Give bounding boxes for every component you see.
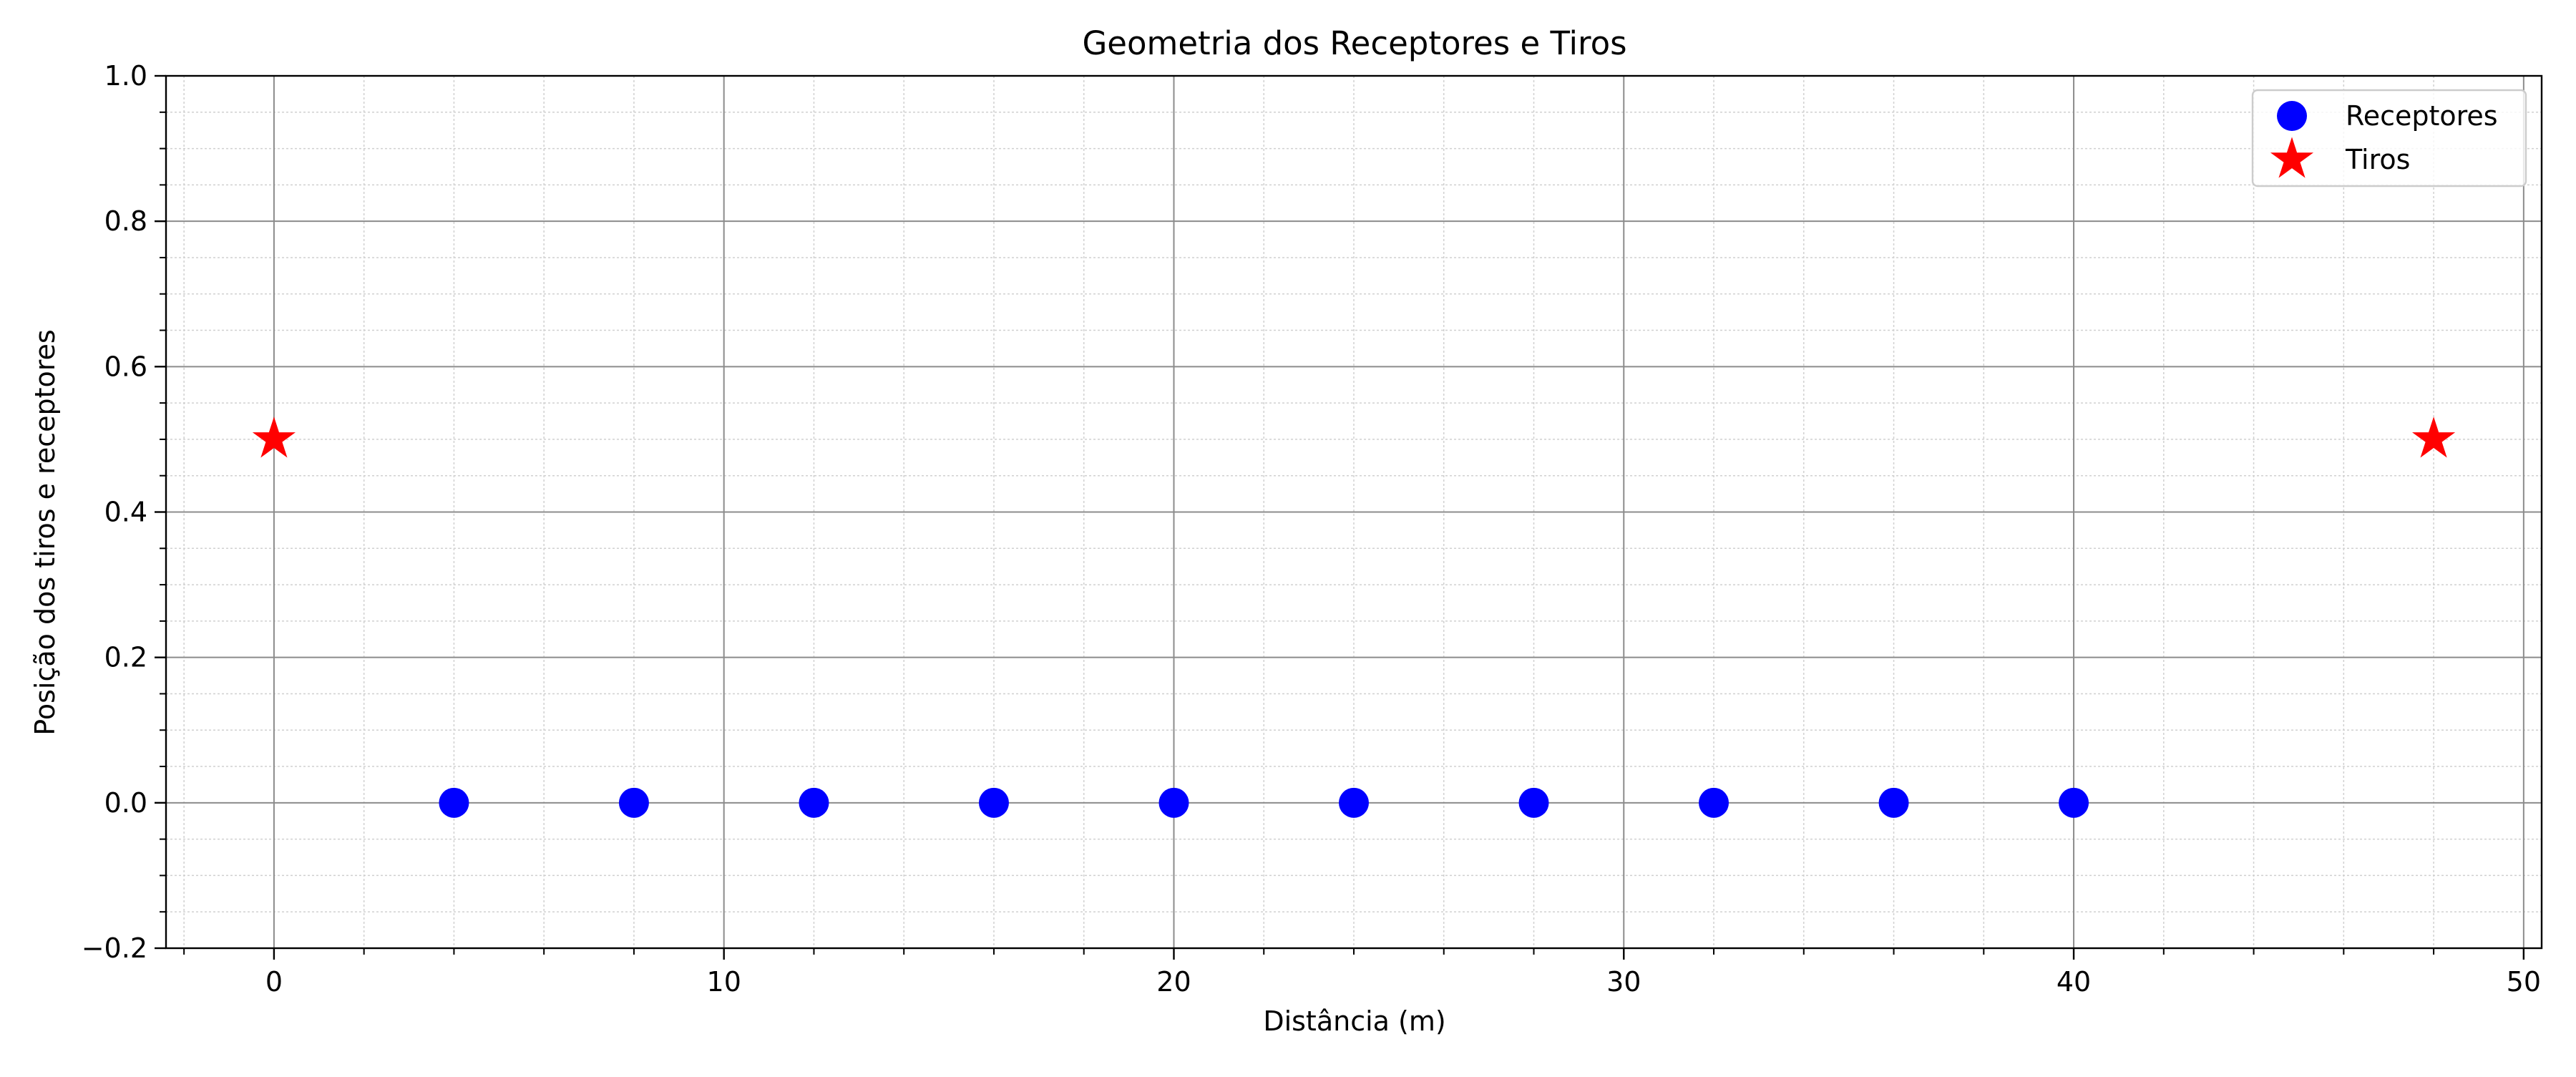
plot-frame [165, 74, 2543, 950]
receptores-point [1878, 787, 1909, 818]
x-tick-label: 20 [1156, 966, 1191, 998]
y-axis-label: Posição dos tiros e receptores [29, 329, 61, 735]
legend-marker-tiros [2270, 137, 2314, 178]
y-tick-label: 0.0 [104, 787, 147, 819]
x-axis-label: Distância (m) [1263, 1005, 1445, 1037]
axis-ticks [155, 74, 2525, 960]
receptores-point [2059, 787, 2089, 818]
y-tick-label: 0.6 [104, 351, 147, 382]
receptores-point [439, 787, 469, 818]
legend: Receptores Tiros [2251, 89, 2527, 187]
receptores-point [1339, 787, 1369, 818]
receptores-point [978, 787, 1009, 818]
y-tick-label: 0.8 [104, 205, 147, 237]
tiros-point [2412, 416, 2456, 458]
y-tick-label: 0.2 [104, 642, 147, 673]
legend-marker-receptores [2277, 101, 2307, 131]
receptores-point [1518, 787, 1549, 818]
legend-frame [2251, 89, 2527, 187]
y-tick-label: −0.2 [82, 932, 147, 964]
legend-label-receptores: Receptores [2346, 100, 2498, 132]
receptores-point [799, 787, 829, 818]
tick-labels: 0 10 20 30 40 50 −0.2 0.0 0.2 0.4 0.6 0.8 1.0 [82, 60, 2541, 998]
receptores-point [618, 787, 649, 818]
receptores-point [1158, 787, 1189, 818]
data-marks [252, 416, 2456, 818]
tiros-point [252, 416, 296, 458]
x-tick-label: 40 [2057, 966, 2091, 998]
y-tick-label: 0.4 [104, 497, 147, 528]
legend-label-tiros: Tiros [2345, 144, 2410, 175]
chart-title: Geometria dos Receptores e Tiros [1082, 24, 1626, 62]
x-tick-label: 50 [2507, 966, 2541, 998]
receptores-point [1699, 787, 1729, 818]
x-tick-label: 10 [707, 966, 741, 998]
x-tick-label: 0 [265, 966, 283, 998]
x-tick-label: 30 [1606, 966, 1641, 998]
y-tick-label: 1.0 [104, 60, 147, 92]
